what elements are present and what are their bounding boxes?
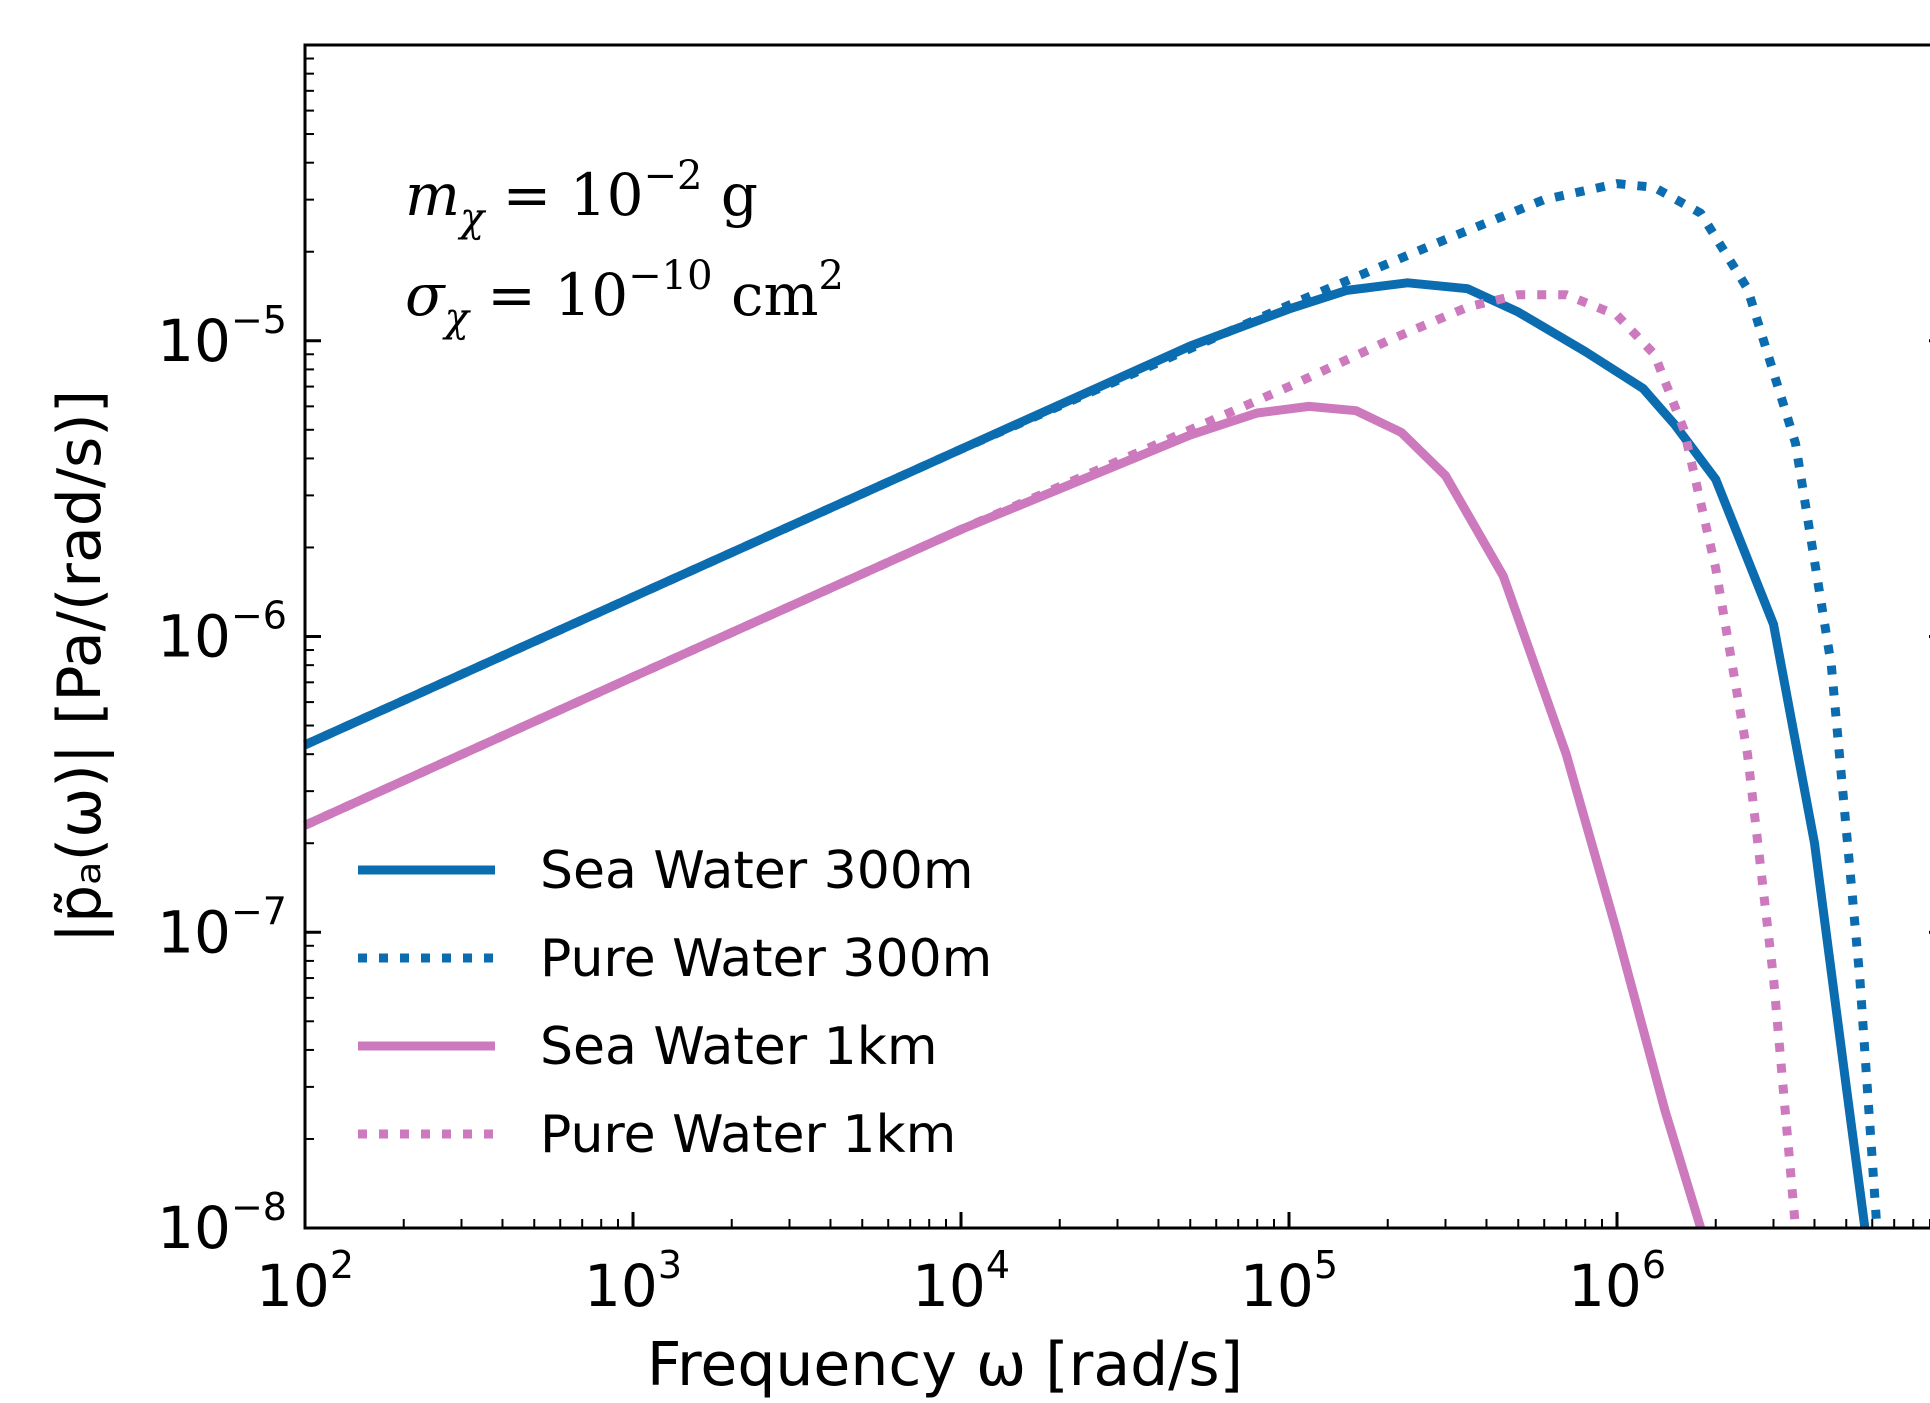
y-tick-labels: 10−8 10−7 10−6 10−5 xyxy=(157,298,287,1262)
parameter-annotation: mχ = 10−2 g xyxy=(405,153,758,241)
parameter-annotation: σχ = 10−10 cm2 xyxy=(405,253,844,341)
y-tick-label: 10−8 xyxy=(157,1185,287,1262)
y-tick-label: 10−6 xyxy=(157,594,287,671)
series-line-2 xyxy=(303,179,1882,1229)
legend-label-4: Pure Water 1km xyxy=(540,1105,956,1165)
legend-label-3: Sea Water 1km xyxy=(540,1017,938,1077)
series-line-4 xyxy=(303,290,1800,1229)
legend-label-2: Pure Water 300m xyxy=(540,929,992,989)
major-ticks xyxy=(303,339,1930,1230)
x-tick-label: 103 xyxy=(584,1243,682,1320)
y-axis-label: |p̃ₐ(ω)| [Pa/(rad/s)] xyxy=(45,390,115,943)
plot-frame xyxy=(303,43,1930,1230)
series-line-3 xyxy=(303,401,1706,1230)
x-tick-label: 106 xyxy=(1568,1243,1666,1320)
y-tick-label: 10−5 xyxy=(157,298,287,375)
parameter-annotations: mχ = 10−2 g σχ = 10−10 cm2 xyxy=(405,153,844,341)
x-tick-labels: 102 103 104 105 106 xyxy=(256,1243,1666,1320)
legend: Sea Water 300m Pure Water 300m Sea Water 1… xyxy=(358,841,992,1165)
y-tick-label: 10−7 xyxy=(157,889,287,966)
legend-label-1: Sea Water 300m xyxy=(540,841,974,901)
x-tick-label: 104 xyxy=(912,1243,1010,1320)
series-layer xyxy=(303,179,1882,1230)
series-line-1 xyxy=(303,278,1870,1229)
x-tick-label: 102 xyxy=(256,1243,354,1320)
x-tick-label: 105 xyxy=(1240,1243,1338,1320)
x-axis-label: Frequency ω [rad/s] xyxy=(647,1330,1243,1400)
